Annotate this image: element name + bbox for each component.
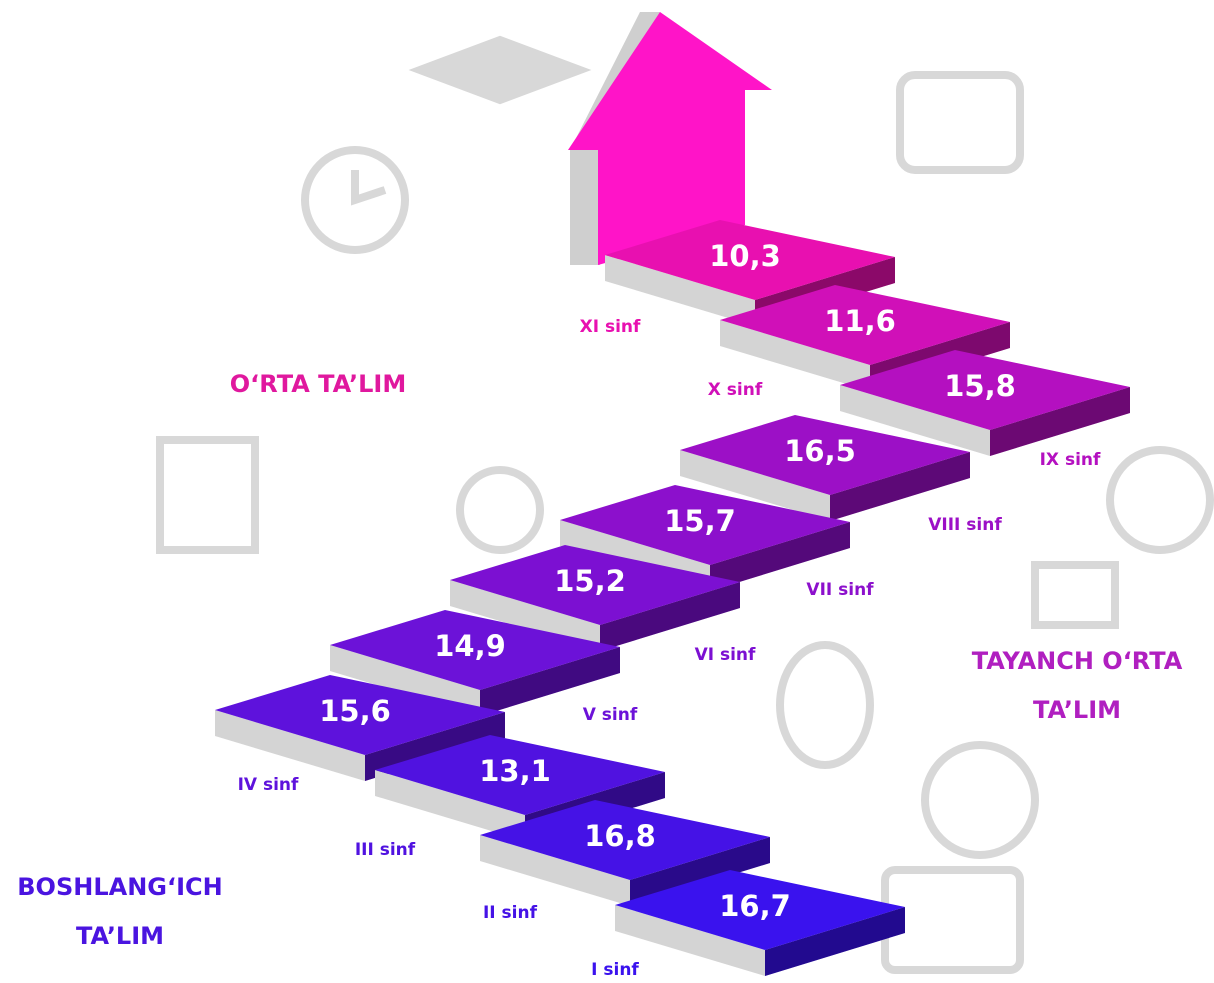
section-title: TAYANCH O‘RTA — [972, 647, 1183, 675]
step: 16,5 — [680, 415, 970, 521]
step-value: 10,3 — [709, 239, 781, 273]
step-front-shade — [480, 647, 620, 716]
step-value: 15,6 — [319, 694, 391, 728]
step-top — [330, 610, 620, 690]
step-front-shade — [710, 522, 850, 591]
step-top — [720, 285, 1010, 365]
grade-label: VI sinf — [695, 645, 756, 665]
step-front-shade — [830, 452, 970, 521]
step-side — [720, 320, 870, 391]
step-value: 13,1 — [479, 754, 551, 788]
grade-label: V sinf — [583, 705, 638, 725]
grade-label: I sinf — [591, 960, 639, 980]
step-side — [330, 645, 480, 716]
step: 15,8 — [840, 350, 1130, 456]
step-top — [480, 800, 770, 880]
step-front-shade — [600, 582, 740, 651]
step-side — [215, 710, 365, 781]
step-top — [605, 220, 895, 300]
grade-label: II sinf — [483, 903, 538, 923]
step-front — [830, 452, 970, 521]
step-top — [215, 675, 505, 755]
step: 16,8 — [480, 800, 770, 906]
background-icons — [156, 35, 1214, 974]
step-front — [630, 837, 770, 906]
step-top — [840, 350, 1130, 430]
step-top — [450, 545, 740, 625]
step-front-shade — [990, 387, 1130, 456]
step-value: 14,9 — [434, 629, 506, 663]
grade-label: IV sinf — [238, 775, 299, 795]
section-title: BOSHLANG‘ICH — [17, 873, 222, 901]
section-title: O‘RTA TA’LIM — [230, 370, 406, 398]
section-title: TA’LIM — [76, 922, 164, 950]
step: 15,2 — [450, 545, 740, 651]
grade-label: XI sinf — [580, 317, 641, 337]
step-value: 15,7 — [664, 504, 736, 538]
step-side — [450, 580, 600, 651]
grade-label: VII sinf — [806, 580, 874, 600]
step-value: 16,8 — [584, 819, 656, 853]
step-side — [375, 770, 525, 841]
grade-label: III sinf — [355, 840, 416, 860]
step-top — [560, 485, 850, 565]
step-top — [615, 870, 905, 950]
step-top — [375, 735, 665, 815]
step-front — [600, 582, 740, 651]
step-front — [480, 647, 620, 716]
step-front — [710, 522, 850, 591]
grade-label: VIII sinf — [928, 515, 1002, 535]
step-side — [840, 385, 990, 456]
arrow — [568, 12, 772, 265]
section-title: TA’LIM — [1033, 696, 1121, 724]
grade-label: IX sinf — [1040, 450, 1101, 470]
steps: 10,3 XI sinf 11,6 X sinf 15,8 IX sinf 16,5 VIII… — [215, 220, 1130, 980]
step-value: 15,2 — [554, 564, 626, 598]
step-front-shade — [765, 907, 905, 976]
step-side — [480, 835, 630, 906]
step: 16,7 — [615, 870, 905, 976]
step-top — [680, 415, 970, 495]
step-value: 16,5 — [784, 434, 856, 468]
step-front — [765, 907, 905, 976]
step-front-shade — [630, 837, 770, 906]
step-value: 15,8 — [944, 369, 1016, 403]
step: 14,9 — [330, 610, 620, 716]
grade-label: X sinf — [708, 380, 763, 400]
step-value: 11,6 — [824, 304, 896, 338]
step-value: 16,7 — [719, 889, 791, 923]
step-side — [680, 450, 830, 521]
step-side — [615, 905, 765, 976]
step-side — [605, 255, 755, 326]
step-front — [990, 387, 1130, 456]
